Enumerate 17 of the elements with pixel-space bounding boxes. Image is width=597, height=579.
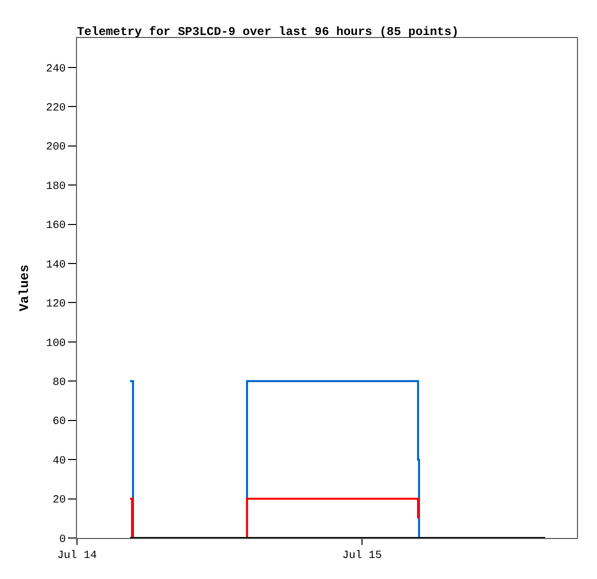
- chart-title: Telemetry for SP3LCD-9 over last 96 hours (85 points): [77, 25, 459, 40]
- x-tick-label: Jul 15: [342, 550, 382, 562]
- y-tick-label: 120: [46, 298, 66, 311]
- y-tick-label: 80: [52, 376, 66, 389]
- y-tick-label: 220: [46, 102, 66, 114]
- x-tick-label: Jul 14: [57, 550, 98, 562]
- y-axis-title: Values: [16, 264, 32, 312]
- y-tick-label: 180: [46, 180, 66, 193]
- y-tick-label: 140: [46, 259, 66, 272]
- y-tick-label: 100: [46, 338, 66, 350]
- y-tick-label: 40: [52, 455, 66, 468]
- y-tick-label: 160: [46, 220, 66, 232]
- y-tick-label: 20: [52, 494, 66, 507]
- y-tick-label: 60: [52, 416, 66, 428]
- y-tick-label: 0: [59, 534, 66, 546]
- y-tick-label: 240: [46, 63, 66, 76]
- y-tick-label: 200: [46, 142, 66, 154]
